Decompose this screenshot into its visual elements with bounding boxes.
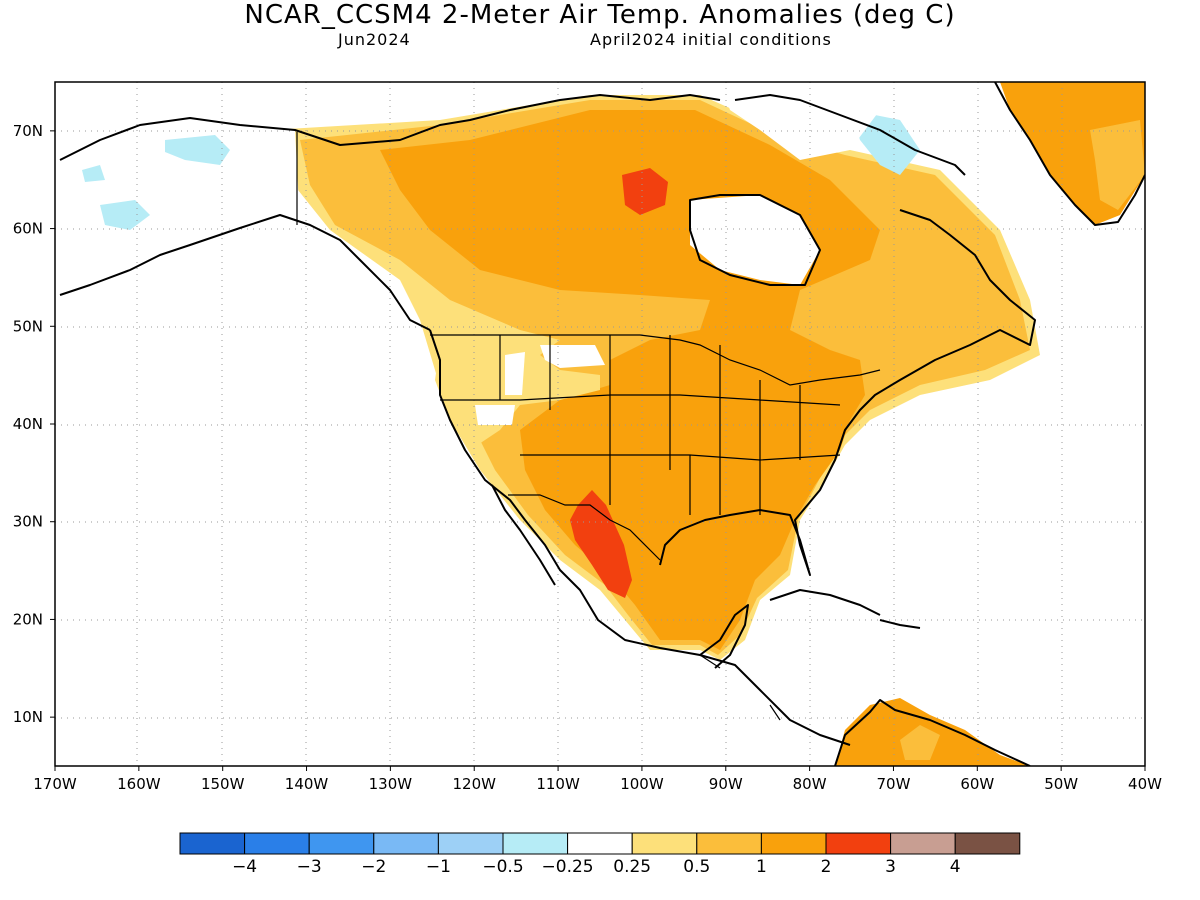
coastline-alaska <box>59 94 721 331</box>
latitude-labels: 70N 60N 50N 40N 30N 20N 10N <box>13 122 55 726</box>
lon-tick-label: 60W <box>960 775 994 793</box>
anomaly-hotspot-mexico <box>570 490 632 598</box>
coastline-baja <box>491 484 556 586</box>
anomaly-south-america-light <box>900 725 940 760</box>
anomaly-alaska-cool-c <box>82 165 105 182</box>
colorbar-label: −0.5 <box>482 857 523 877</box>
lon-tick-label: 150W <box>201 775 245 793</box>
lon-tick-label: 90W <box>709 775 743 793</box>
lon-tick-label: 50W <box>1044 775 1078 793</box>
colorbar-swatch <box>437 832 504 855</box>
colorbar-swatch <box>179 832 246 855</box>
colorbar-label: −3 <box>297 857 322 877</box>
coastline-hudson-bay <box>689 194 821 286</box>
lon-tick-label: 100W <box>620 775 664 793</box>
colorbar-swatch <box>308 832 375 855</box>
anomaly-neutral-idaho <box>505 352 525 395</box>
colorbar: −4 −3 −2 −1 −0.5 −0.25 0.25 0.5 1 2 3 4 <box>179 832 1021 877</box>
lat-tick-label: 20N <box>13 610 43 628</box>
central-america-borders <box>699 654 781 721</box>
lat-tick-label: 40N <box>13 415 43 433</box>
chart-title: NCAR_CCSM4 2-Meter Air Temp. Anomalies (… <box>244 0 956 30</box>
colorbar-swatch <box>631 832 698 855</box>
colorbar-label: 0.5 <box>683 857 710 877</box>
coastline-greenland <box>994 82 1145 226</box>
init-conditions-label: April2024 initial conditions <box>590 30 832 49</box>
colorbar-label: 2 <box>821 857 832 877</box>
colorbar-swatch <box>890 832 956 855</box>
lat-tick-label: 10N <box>13 708 43 726</box>
colorbar-label: 4 <box>950 857 961 877</box>
lon-tick-label: 110W <box>536 775 580 793</box>
lon-tick-label: 130W <box>369 775 413 793</box>
longitude-labels: 170W 160W 150W 140W 130W 120W 110W 100W 90W 80W 70… <box>33 766 1162 793</box>
colorbar-label: −4 <box>232 857 257 877</box>
lat-tick-label: 50N <box>13 317 43 335</box>
colorbar-swatch <box>696 832 762 855</box>
lat-tick-label: 60N <box>13 220 43 238</box>
lon-tick-label: 160W <box>117 775 161 793</box>
colorbar-label: 1 <box>756 857 767 877</box>
colorbar-swatch <box>825 832 892 855</box>
colorbar-label: 0.25 <box>613 857 651 877</box>
state-borders <box>440 335 841 515</box>
anomaly-neutral-montana <box>540 345 605 368</box>
coastline-cuba <box>769 589 881 616</box>
lon-tick-label: 120W <box>452 775 496 793</box>
lat-tick-label: 30N <box>13 513 43 531</box>
border-us-mexico <box>508 494 661 561</box>
colorbar-swatch <box>373 832 439 855</box>
colorbar-swatch <box>244 832 310 855</box>
colorbar-label: −0.25 <box>542 857 594 877</box>
lon-tick-label: 70W <box>877 775 911 793</box>
colorbar-swatch <box>567 832 633 855</box>
colorbar-label: −2 <box>361 857 386 877</box>
lon-tick-label: 140W <box>285 775 329 793</box>
lon-tick-label: 170W <box>33 775 77 793</box>
colorbar-swatch <box>954 832 1021 855</box>
anomaly-greenland-light <box>1090 120 1145 210</box>
anomaly-baffin-neutral <box>720 82 880 160</box>
coastline-baffin <box>734 94 966 176</box>
colorbar-label: −1 <box>426 857 451 877</box>
anomaly-alaska-cool-b <box>100 200 150 230</box>
anomaly-alaska-neutral <box>60 120 300 290</box>
border-us-canada <box>430 334 881 386</box>
anomaly-alaska-cool-a <box>165 135 230 165</box>
coastline-gulf-east <box>659 209 1036 576</box>
anomaly-neutral-nevada <box>475 405 515 425</box>
lon-tick-label: 40W <box>1128 775 1162 793</box>
colorbar-swatch <box>502 832 569 855</box>
coastline-south-america <box>834 699 1031 766</box>
anomaly-hudson-bay-water <box>690 195 820 285</box>
lat-tick-label: 70N <box>13 122 43 140</box>
anomaly-hotspot-hudson <box>622 168 668 215</box>
colorbar-swatch <box>760 832 827 855</box>
coastline-hispaniola <box>879 619 921 629</box>
lon-tick-label: 80W <box>793 775 827 793</box>
valid-month-label: Jun2024 <box>338 30 411 49</box>
coastline-yucatan <box>699 604 749 669</box>
colorbar-label: 3 <box>885 857 896 877</box>
